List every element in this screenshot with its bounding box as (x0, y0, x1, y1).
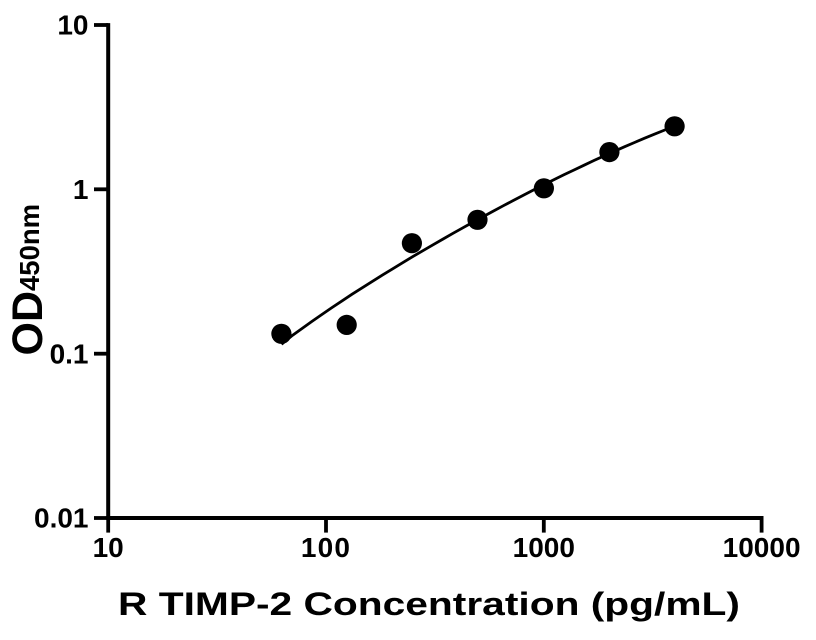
svg-text:1000: 1000 (513, 532, 575, 563)
svg-text:0.1: 0.1 (50, 338, 89, 369)
svg-text:10000: 10000 (723, 532, 801, 563)
svg-text:R TIMP-2 Concentration (pg/mL): R TIMP-2 Concentration (pg/mL) (118, 586, 740, 622)
svg-text:10: 10 (57, 10, 88, 41)
svg-text:1: 1 (73, 174, 89, 205)
svg-text:10: 10 (93, 532, 124, 563)
svg-text:100: 100 (301, 532, 351, 563)
svg-text:0.01: 0.01 (34, 503, 89, 534)
